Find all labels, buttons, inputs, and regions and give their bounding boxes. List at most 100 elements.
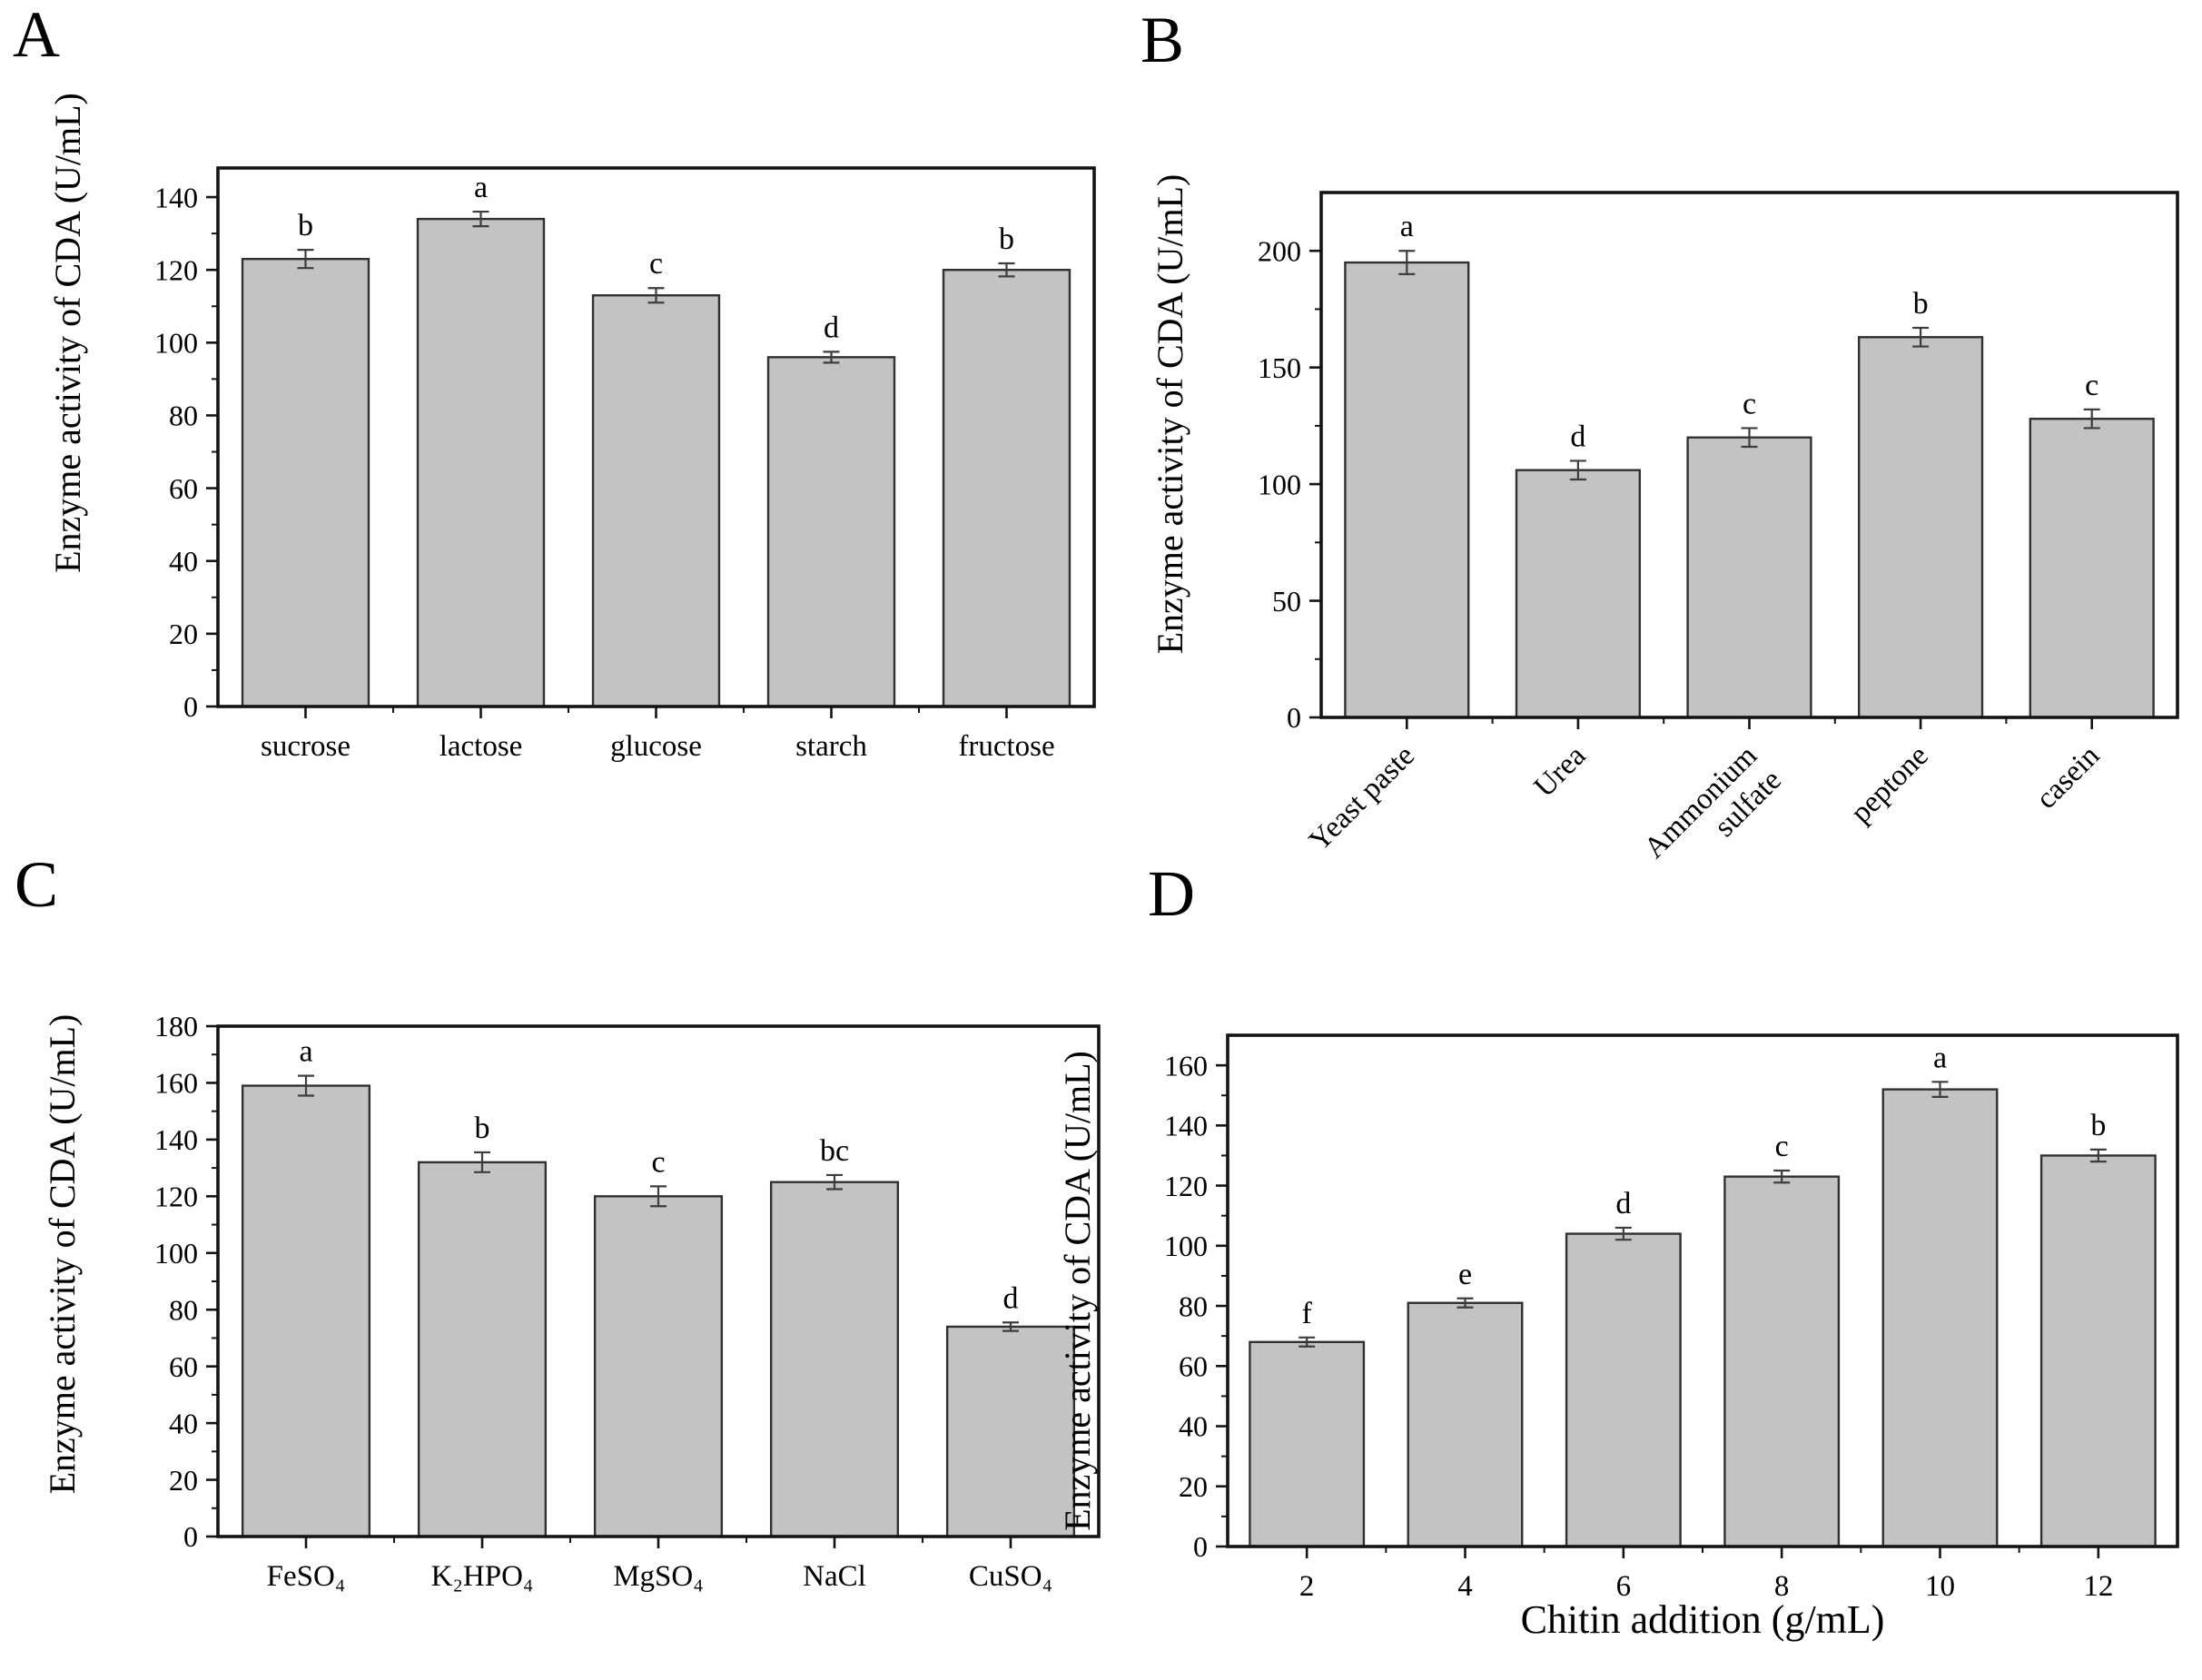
y-tick-label: 120 xyxy=(154,1181,198,1213)
bar xyxy=(1249,1340,1366,1548)
x-category-label: K₂HPO₄ xyxy=(431,1560,534,1593)
significance-letter: c xyxy=(1743,387,1756,420)
bar xyxy=(591,294,721,708)
y-tick-label: 80 xyxy=(169,1293,198,1326)
panel-letter-a: A xyxy=(13,0,60,71)
significance-letter: b xyxy=(2090,1109,2106,1142)
significance-letter: e xyxy=(1458,1258,1472,1291)
y-tick-label: 80 xyxy=(169,400,198,432)
significance-letter: c xyxy=(649,247,663,281)
y-axis-label: Enzyme activity of CDA (U/mL) xyxy=(1057,1051,1098,1531)
bar xyxy=(1515,469,1641,719)
y-tick-label: 20 xyxy=(1179,1470,1208,1503)
x-category-label: 6 xyxy=(1616,1570,1632,1603)
bar xyxy=(241,257,370,708)
x-category-label: starch xyxy=(795,730,867,763)
significance-letter: b xyxy=(999,222,1014,256)
y-axis-label: Enzyme activity of CDA (U/mL) xyxy=(42,1014,83,1495)
bar xyxy=(593,1195,724,1538)
panel-letter-c: C xyxy=(15,848,59,921)
x-category-label: fructose xyxy=(958,730,1054,763)
y-tick-label: 160 xyxy=(154,1067,198,1100)
y-tick-label: 0 xyxy=(183,690,198,723)
significance-letter: a xyxy=(1933,1041,1947,1074)
y-tick-label: 20 xyxy=(169,618,198,650)
y-tick-label: 60 xyxy=(169,1350,198,1383)
x-category-label: peptone xyxy=(1844,739,1934,829)
x-axis-label: Chitin addition (g/mL) xyxy=(1521,1597,1885,1642)
panel-letter-b: B xyxy=(1140,4,1185,76)
significance-letter: b xyxy=(475,1112,490,1145)
significance-letter: f xyxy=(1302,1297,1313,1330)
x-category-label: glucose xyxy=(610,730,702,763)
bar xyxy=(1881,1088,1999,1548)
panel-d: f e d c a b 0 20 40 60 80 100 120 140 160 2 4 6 8 10 12 Enzym… xyxy=(1057,1033,2179,1642)
y-tick-label: 50 xyxy=(1272,585,1301,618)
bar xyxy=(2029,417,2155,719)
y-tick-label: 60 xyxy=(1179,1349,1208,1382)
bar xyxy=(769,1181,900,1538)
significance-letter: d xyxy=(1570,420,1585,453)
y-tick-label: 0 xyxy=(1287,701,1301,734)
bar xyxy=(416,217,546,708)
panel-letter-d: D xyxy=(1148,857,1195,930)
x-category-label: casein xyxy=(2030,739,2107,815)
x-category-label: CuSO₄ xyxy=(969,1560,1052,1593)
y-tick-label: 20 xyxy=(169,1464,198,1497)
bar xyxy=(417,1161,548,1538)
panel-a: b a c d b 0 20 40 60 80 100 120 140 sucrose lactose glu… xyxy=(47,93,1096,763)
panel-b: a d c b c 0 50 100 150 200 Yeast paste Urea Ammonium… xyxy=(1150,174,2179,889)
significance-letter: a xyxy=(1400,210,1414,243)
significance-letter: c xyxy=(651,1145,665,1179)
x-category-label: 4 xyxy=(1457,1570,1473,1603)
bar xyxy=(766,356,896,708)
y-tick-label: 80 xyxy=(1179,1290,1208,1322)
x-category-label: lactose xyxy=(439,730,523,763)
significance-letter: d xyxy=(824,311,839,344)
y-tick-label: 40 xyxy=(169,1407,198,1439)
significance-letter: a xyxy=(299,1035,312,1069)
bar xyxy=(1344,261,1470,719)
bar xyxy=(1686,436,1812,719)
significance-letter: d xyxy=(1003,1281,1019,1315)
y-tick-label: 100 xyxy=(154,1237,198,1270)
y-tick-label: 140 xyxy=(154,181,198,213)
bar xyxy=(1565,1232,1682,1548)
significance-letter: c xyxy=(2085,369,2098,402)
x-category-label: Yeast paste xyxy=(1303,739,1421,857)
y-tick-label: 0 xyxy=(1193,1530,1208,1563)
bar xyxy=(1858,336,1984,719)
y-tick-label: 140 xyxy=(154,1123,198,1156)
y-tick-label: 160 xyxy=(1164,1049,1208,1082)
y-axis-label: Enzyme activity of CDA (U/mL) xyxy=(47,93,88,573)
y-tick-label: 180 xyxy=(154,1010,198,1043)
x-category-label: FeSO₄ xyxy=(267,1560,346,1593)
x-category-label: sucrose xyxy=(261,730,351,763)
x-category-label: NaCl xyxy=(803,1560,866,1593)
y-tick-label: 100 xyxy=(154,327,198,360)
y-tick-label: 140 xyxy=(1164,1110,1208,1142)
x-category-label: Ammoniumsulfate xyxy=(1638,739,1788,889)
significance-letter: a xyxy=(474,171,488,204)
y-tick-label: 120 xyxy=(1164,1170,1208,1202)
y-tick-label: 150 xyxy=(1258,351,1301,384)
x-category-label: MgSO₄ xyxy=(613,1560,704,1593)
significance-letter: b xyxy=(1913,287,1929,321)
bar xyxy=(945,1325,1076,1538)
y-tick-label: 200 xyxy=(1258,234,1301,267)
plot-frame xyxy=(1226,1033,2179,1548)
bar xyxy=(942,268,1071,708)
significance-letter: b xyxy=(298,209,313,242)
x-category-label: 12 xyxy=(2083,1570,2113,1603)
significance-letter: d xyxy=(1615,1187,1631,1220)
y-tick-label: 40 xyxy=(1179,1410,1208,1443)
y-tick-label: 120 xyxy=(154,253,198,286)
bar xyxy=(1723,1175,1841,1548)
y-tick-label: 0 xyxy=(183,1520,198,1553)
y-tick-label: 100 xyxy=(1164,1230,1208,1262)
x-category-label: 2 xyxy=(1299,1570,1315,1603)
significance-letter: c xyxy=(1775,1130,1789,1163)
significance-letter: bc xyxy=(820,1134,849,1168)
